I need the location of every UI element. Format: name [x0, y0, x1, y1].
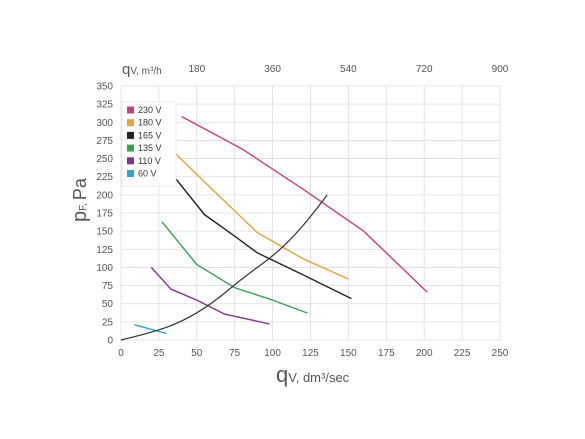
- legend-swatch: [127, 157, 134, 165]
- series-line-230v: [181, 115, 428, 293]
- x-tick-label: 250: [492, 348, 509, 359]
- x-top-tick-labels: 180 360 540 720 900: [188, 64, 508, 75]
- legend-swatch: [127, 119, 134, 127]
- series-line-110v: [150, 266, 270, 325]
- y-tick-label: 300: [96, 118, 113, 129]
- y-axis-title: pF, Pa: [69, 177, 91, 222]
- y-tick-label: 0: [107, 336, 113, 347]
- y-axis-sub: F,: [78, 203, 89, 211]
- legend-label: 110 V: [138, 156, 161, 166]
- x-tick-label: 225: [454, 348, 471, 359]
- x-tick-label: 0: [118, 348, 124, 359]
- y-tick-label: 150: [96, 227, 113, 238]
- legend-label: 165 V: [138, 130, 162, 140]
- legend-label: 180 V: [138, 118, 162, 128]
- legend-swatch: [127, 131, 134, 139]
- legend-label: 230 V: [138, 105, 162, 115]
- y-tick-label: 75: [102, 281, 114, 292]
- legend-swatch: [127, 106, 134, 114]
- x-tick-label: 100: [264, 348, 281, 359]
- series-lines: [134, 115, 428, 335]
- series-line-165v: [173, 176, 352, 300]
- y-tick-label: 225: [96, 172, 113, 183]
- x-tick-label: 75: [229, 348, 241, 359]
- y-axis-unit: Pa: [70, 177, 90, 200]
- y-tick-label: 200: [96, 190, 113, 201]
- x-top-axis-main: q: [122, 61, 130, 78]
- y-tick-label: 50: [102, 299, 114, 310]
- x-tick-labels: 0 25 50 75 100 125 150 175 200 225 250: [118, 348, 509, 359]
- x-top-axis-sub: V, m³/h: [130, 66, 161, 77]
- y-tick-label: 275: [96, 136, 113, 147]
- y-axis-main: p: [69, 211, 91, 222]
- y-tick-labels: 0 25 50 75 100 125 150 175 200 225 250 275 300 325 350: [96, 82, 113, 347]
- x-tick-label: 125: [302, 348, 319, 359]
- x-axis-title: qV, dm³/sec: [276, 362, 350, 387]
- y-tick-label: 125: [96, 245, 113, 256]
- x-tick-label: 25: [153, 348, 165, 359]
- x-tick-label: 200: [416, 348, 433, 359]
- legend-swatch: [127, 144, 134, 152]
- x-axis-main: q: [276, 362, 288, 387]
- x-top-tick-label: 900: [492, 64, 509, 75]
- y-tick-label: 175: [96, 209, 113, 220]
- legend-swatch: [127, 170, 134, 177]
- x-top-tick-label: 360: [264, 64, 281, 75]
- y-tick-label: 250: [96, 154, 113, 165]
- x-axis-sub: V, dm³/sec: [288, 370, 349, 385]
- legend: 230 V 180 V 165 V 135 V 110 V 60 V: [121, 101, 177, 187]
- x-top-tick-label: 720: [416, 64, 433, 75]
- x-tick-label: 50: [191, 348, 203, 359]
- y-tick-label: 350: [96, 82, 113, 93]
- legend-label: 60 V: [138, 169, 157, 179]
- y-tick-label: 325: [96, 100, 113, 111]
- x-top-tick-label: 180: [188, 64, 205, 75]
- x-top-tick-label: 540: [340, 64, 357, 75]
- system-curve-group: [120, 194, 328, 341]
- series-line-135v: [161, 221, 308, 314]
- x-tick-label: 175: [378, 348, 395, 359]
- series-line-180v: [170, 148, 349, 280]
- y-tick-label: 100: [96, 263, 113, 274]
- series-line-60v: [134, 324, 167, 335]
- x-tick-label: 150: [340, 348, 357, 359]
- x-top-axis-title: qV, m³/h: [122, 61, 162, 78]
- y-tick-label: 25: [102, 317, 114, 328]
- grid: [120, 85, 501, 341]
- legend-label: 135 V: [138, 143, 162, 153]
- system-curve: [120, 194, 328, 341]
